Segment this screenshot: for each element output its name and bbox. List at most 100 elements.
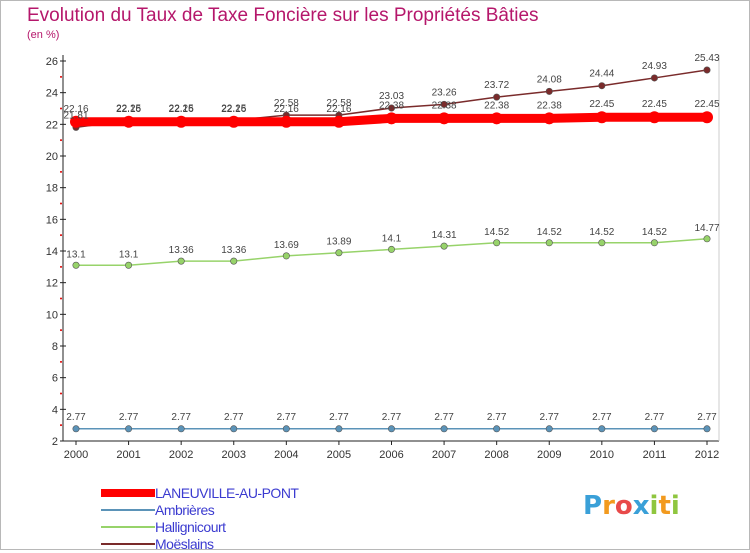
legend-label: LANEUVILLE-AU-PONT [155,485,299,501]
y-minor-tick [60,329,62,332]
data-label: 14.31 [432,230,457,241]
data-label: 25.43 [694,53,719,64]
y-minor-tick [60,392,62,395]
data-label: 2.77 [277,412,297,423]
y-minor-tick [60,75,62,78]
x-tick-label: 2007 [432,449,456,461]
y-tick-label: 18 [46,183,58,195]
x-tick-label: 2008 [484,449,508,461]
data-point [650,74,658,82]
data-label: 14.52 [642,227,667,238]
data-label: 22.38 [484,100,509,111]
y-tick-label: 22 [46,119,58,131]
data-label: 22.38 [379,100,404,111]
data-point [545,239,553,247]
data-point [598,425,606,433]
data-label: 2.77 [382,412,402,423]
data-label: 14.52 [589,227,614,238]
data-label: 13.1 [66,249,86,260]
data-label: 14.77 [694,223,719,234]
y-unit-label: (en %) [27,29,60,41]
y-minor-tick [60,234,62,237]
data-label: 2.77 [119,412,139,423]
y-minor-tick [60,297,62,300]
data-point [703,425,711,433]
data-point [70,115,82,128]
data-point [440,242,448,250]
y-tick-label: 16 [46,214,58,226]
logo-letter: i [670,491,680,521]
y-minor-tick [60,360,62,363]
data-point [122,115,135,128]
data-point [72,425,80,433]
data-label: 22.16 [326,104,351,115]
x-tick-label: 2001 [116,449,140,461]
x-tick-label: 2004 [274,449,298,461]
data-point [230,425,238,433]
data-label: 13.1 [119,249,139,260]
data-point [282,252,290,260]
y-tick-label: 8 [52,341,58,353]
data-label: 13.36 [221,245,246,256]
proxiti-logo: Proxiti [583,491,680,521]
y-minor-tick [60,139,62,142]
data-point [703,235,711,243]
logo-letter: r [602,491,615,521]
data-label: 24.08 [537,74,562,85]
data-point [490,112,503,125]
data-label: 21.81 [63,110,88,121]
data-point [227,115,240,128]
data-point [440,100,448,108]
x-tick-label: 2003 [222,449,246,461]
data-point [125,425,133,433]
y-tick-label: 10 [46,309,58,321]
x-tick-label: 2011 [643,449,667,461]
data-point [440,425,448,433]
data-point [177,425,185,433]
data-point [332,115,345,128]
y-minor-tick [60,202,62,205]
legend-swatch [101,509,155,511]
x-tick-label: 2010 [590,449,614,461]
data-label: 22.16 [169,104,194,115]
data-label: 24.93 [642,61,667,72]
y-minor-tick [60,265,62,268]
data-label: 22.25 [169,103,194,114]
x-tick-label: 2002 [169,449,193,461]
y-tick-label: 14 [46,246,58,258]
legend-label: Hallignicourt [155,519,226,535]
data-point [387,104,395,112]
data-point [177,257,185,265]
data-labels-layer: 22.16 22.16 22.16 22.16 22.16 22.16 22.38 22.38… [63,53,719,423]
y-tick-label: 12 [46,278,58,290]
data-point [701,111,713,124]
data-label: 22.45 [589,99,614,110]
data-label: 23.72 [484,80,509,91]
legend-swatch [101,526,155,528]
data-label: 2.77 [697,412,717,423]
data-label: 22.58 [274,98,299,109]
data-label: 22.38 [537,100,562,111]
data-label: 23.03 [379,91,404,102]
data-label: 2.77 [434,412,454,423]
data-label: 13.89 [326,237,351,248]
data-label: 13.36 [169,245,194,256]
data-point [493,93,501,101]
data-point [335,249,343,257]
y-minor-tick [60,424,62,427]
data-point [230,257,238,265]
x-tick-label: 2012 [695,449,719,461]
data-point [387,245,395,253]
logo-letter: o [614,491,633,521]
y-tick-label: 2 [52,436,58,448]
data-point [595,111,608,124]
data-point [280,115,293,128]
logo-letter: x [632,491,650,521]
data-label: 22.16 [274,104,299,115]
data-label: 2.77 [540,412,560,423]
data-label: 22.58 [326,98,351,109]
legend-swatch [101,543,155,545]
data-point [438,112,451,125]
data-point [282,425,290,433]
